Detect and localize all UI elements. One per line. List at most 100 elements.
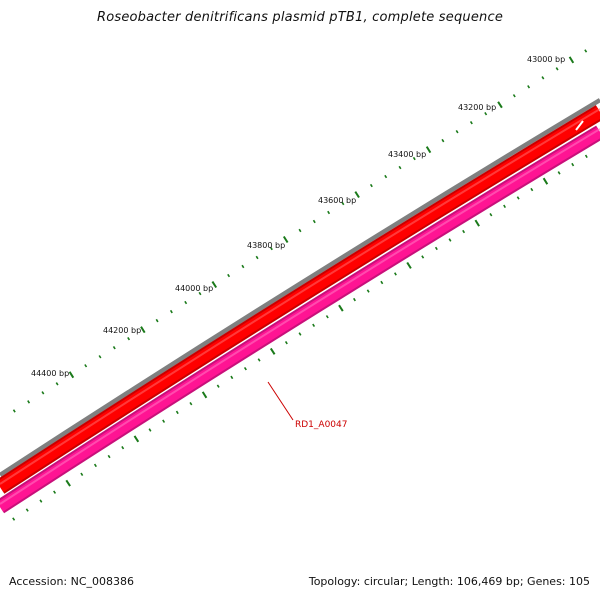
minor-tick [53,490,57,494]
minor-tick [462,229,466,234]
minor-tick [39,499,43,503]
major-tick [68,371,75,379]
bp-label: 43000 bp [527,55,565,64]
major-tick [425,146,432,154]
minor-tick [148,428,152,432]
minor-tick [527,85,531,89]
minor-tick [230,375,234,380]
minor-tick [12,517,16,521]
minor-tick [155,318,159,323]
minor-tick [121,445,125,450]
minor-tick [369,183,373,188]
minor-tick [398,165,402,170]
minor-tick [516,196,520,200]
bp-tick-marks [12,49,588,413]
minor-tick [571,162,575,167]
inner-tick-marks [12,154,588,521]
minor-tick [503,204,506,208]
minor-tick [298,332,302,336]
minor-tick [55,382,59,386]
minor-tick [107,454,111,459]
minor-tick [341,201,345,206]
minor-tick [325,315,329,319]
minor-tick [269,246,273,251]
minor-tick [394,272,397,276]
minor-tick [312,219,316,224]
minor-tick [98,355,102,359]
major-tick [354,191,360,199]
minor-tick [27,400,31,404]
minor-tick [584,154,588,158]
accession-text: Accession: NC_008386 [9,575,135,588]
minor-tick [412,156,416,161]
major-tick [282,235,289,244]
minor-tick [434,246,438,251]
major-tick [269,347,276,355]
minor-tick [169,309,173,314]
minor-tick [327,210,331,215]
minor-tick [455,129,459,134]
minor-tick [312,323,316,328]
major-tick [65,479,71,487]
gene-label-leader [267,381,294,421]
minor-tick [469,120,473,125]
major-tick [201,391,208,399]
bp-label: 44200 bp [103,326,141,335]
minor-tick [93,463,97,468]
map-title: Roseobacter denitrificans plasmid pTB1, … [96,10,504,25]
bp-label: 43600 bp [318,196,356,205]
minor-tick [84,364,88,368]
minor-tick [12,409,16,413]
minor-tick [41,391,45,395]
minor-tick [243,366,247,371]
minor-tick [25,508,29,512]
major-tick [542,177,549,185]
genome-summary-text: Topology: circular; Length: 106,469 bp; … [308,575,590,588]
gene-boundary [575,120,584,131]
bp-label: 44400 bp [31,369,69,378]
major-tick [568,56,575,64]
major-tick [133,435,140,443]
sequence-backbone [0,98,600,477]
minor-tick [189,401,193,406]
minor-tick [584,49,588,53]
major-tick [140,326,146,334]
minor-tick [489,212,493,217]
minor-tick [366,289,370,293]
bp-label: 43400 bp [388,150,426,159]
minor-tick [384,174,388,179]
major-tick [211,281,218,289]
gene-label: RD1_A0047 [295,420,347,430]
minor-tick [555,67,559,71]
minor-tick [557,171,561,175]
minor-tick [175,410,179,415]
minor-tick [448,238,452,242]
bp-label: 43200 bp [458,103,496,112]
minor-tick [512,94,516,98]
major-tick [338,304,344,312]
bp-label: 43800 bp [247,241,285,250]
bp-labels: 43000 bp 43200 bp 43400 bp 43600 bp 4380… [31,55,565,378]
minor-tick [380,280,384,285]
major-tick [406,261,412,269]
major-tick [474,219,480,227]
minor-tick [421,255,425,259]
minor-tick [216,384,220,388]
major-tick [497,101,503,109]
minor-tick [257,358,261,362]
forward-strand-genes [0,105,600,494]
minor-tick [112,345,116,350]
minor-tick [127,336,131,341]
minor-tick [241,264,245,269]
minor-tick [353,297,356,302]
minor-tick [541,76,545,80]
minor-tick [441,138,445,143]
minor-tick [298,228,302,233]
minor-tick [284,340,288,345]
minor-tick [255,255,259,260]
minor-tick [484,111,488,116]
minor-tick [198,291,202,296]
minor-tick [530,187,534,192]
minor-tick [227,273,231,278]
